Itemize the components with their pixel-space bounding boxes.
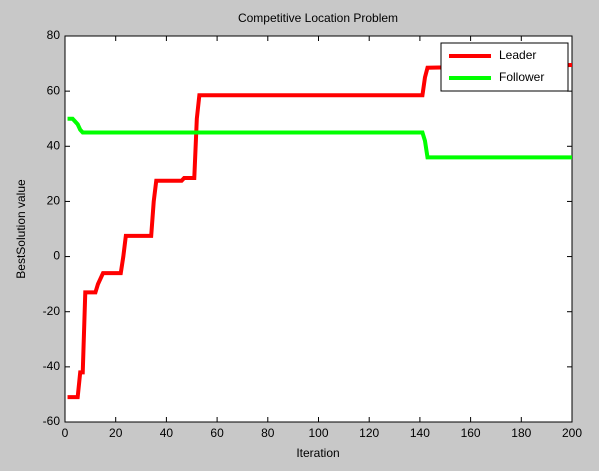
chart-title: Competitive Location Problem — [238, 11, 398, 25]
x-tick-label: 160 — [461, 426, 481, 440]
y-tick-label: 80 — [47, 28, 61, 42]
data-line — [67, 62, 573, 400]
x-tick-label: 200 — [562, 426, 582, 440]
x-tick-label: 120 — [359, 426, 379, 440]
y-tick-label: -40 — [43, 359, 61, 373]
x-tick-label: 140 — [410, 426, 430, 440]
x-tick-label: 180 — [511, 426, 531, 440]
x-tick-label: 100 — [308, 426, 328, 440]
legend-label: Leader — [499, 48, 536, 62]
plot-area — [65, 36, 572, 422]
y-axis-label: BestSolution value — [14, 179, 28, 279]
legend-box — [440, 42, 569, 92]
axes-frame — [64, 35, 573, 423]
x-tick-label: 40 — [160, 426, 174, 440]
x-tick-label: 60 — [210, 426, 224, 440]
y-tick-label: 40 — [47, 138, 61, 152]
x-axis-label: Iteration — [296, 446, 339, 460]
x-tick-label: 80 — [261, 426, 275, 440]
y-tick-label: -20 — [43, 304, 61, 318]
data-line — [67, 116, 572, 160]
legend-label: Follower — [499, 70, 544, 84]
x-tick-label: 20 — [109, 426, 123, 440]
y-tick-label: 0 — [53, 249, 60, 263]
x-tick-label: 0 — [62, 426, 69, 440]
y-tick-label: 20 — [47, 194, 61, 208]
y-tick-label: -60 — [43, 414, 61, 428]
y-tick-label: 60 — [47, 83, 61, 97]
